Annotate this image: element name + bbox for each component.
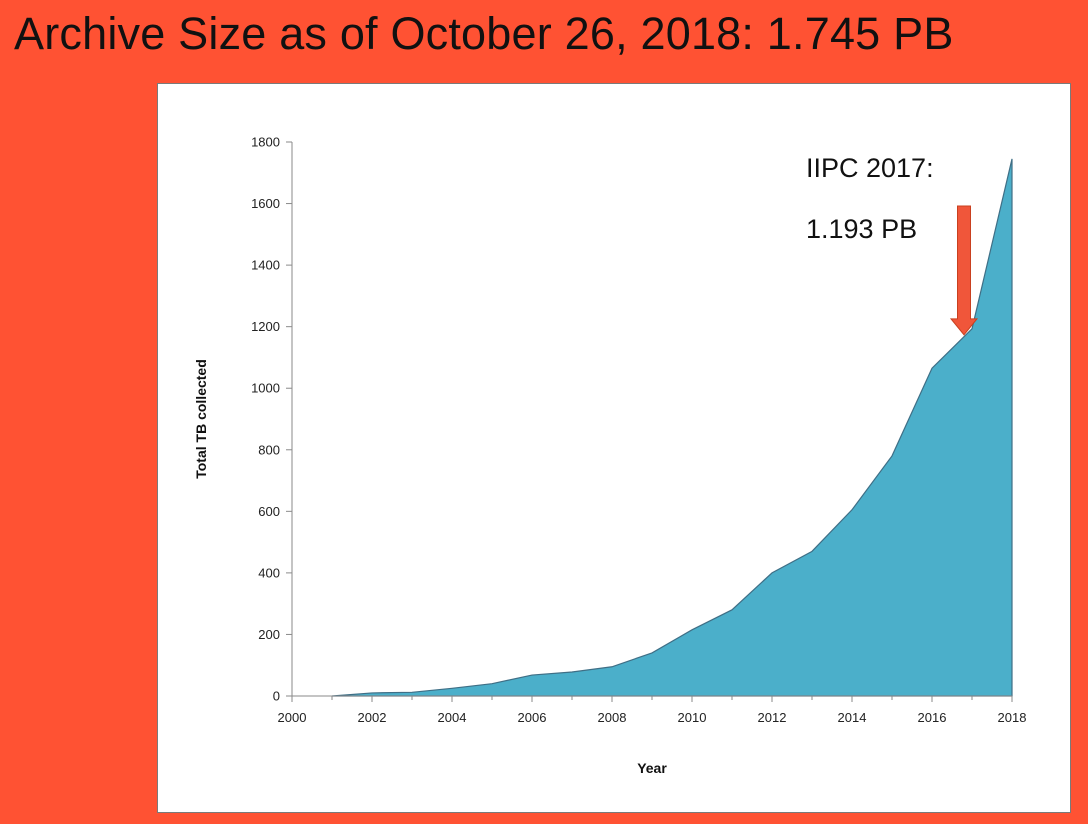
y-tick-label: 1200 [251, 319, 280, 334]
x-tick-label: 2000 [278, 710, 307, 725]
x-tick-label: 2002 [358, 710, 387, 725]
y-tick-label: 600 [258, 504, 280, 519]
x-tick-label: 2014 [838, 710, 867, 725]
annotation-layer: IIPC 2017: 1.193 PB [806, 153, 979, 336]
y-tick-label: 1600 [251, 196, 280, 211]
annotation-line-2: 1.193 PB [806, 214, 917, 244]
ticks-layer: 0 200 400 600 800 1000 1200 1400 1600 1800 2000 200… [251, 135, 1026, 726]
y-tick-label: 1000 [251, 381, 280, 396]
y-tick-label: 0 [273, 689, 280, 704]
y-tick-label: 1800 [251, 135, 280, 150]
archive-size-chart: 0 200 400 600 800 1000 1200 1400 1600 1800 2000 200… [193, 135, 1026, 777]
x-tick-label: 2008 [598, 710, 627, 725]
x-tick-label: 2004 [438, 710, 467, 725]
chart-panel: 0 200 400 600 800 1000 1200 1400 1600 1800 2000 200… [157, 83, 1071, 813]
x-tick-label: 2018 [998, 710, 1027, 725]
y-axis-title: Total TB collected [193, 359, 209, 479]
annotation-arrow [949, 205, 979, 336]
x-tick-label: 2016 [918, 710, 947, 725]
slide-title: Archive Size as of October 26, 2018: 1.7… [14, 8, 954, 59]
y-tick-label: 200 [258, 627, 280, 642]
y-tick-label: 800 [258, 442, 280, 457]
annotation-line-1: IIPC 2017: [806, 153, 934, 183]
x-axis-title: Year [637, 760, 667, 776]
y-tick-label: 400 [258, 565, 280, 580]
x-tick-label: 2006 [518, 710, 547, 725]
area-layer [331, 158, 1013, 697]
x-tick-label: 2010 [678, 710, 707, 725]
y-tick-label: 1400 [251, 258, 280, 273]
x-tick-label: 2012 [758, 710, 787, 725]
area-series [331, 158, 1013, 697]
